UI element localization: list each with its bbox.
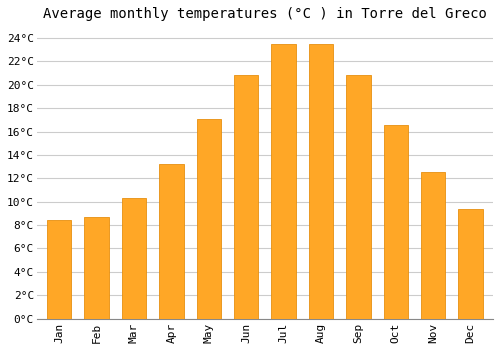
Bar <box>122 198 146 318</box>
Bar <box>346 75 370 318</box>
Bar <box>234 75 258 318</box>
Title: Average monthly temperatures (°C ) in Torre del Greco: Average monthly temperatures (°C ) in To… <box>43 7 487 21</box>
Bar <box>84 217 108 318</box>
Bar <box>421 173 446 318</box>
Bar <box>272 44 295 318</box>
Bar <box>309 44 333 318</box>
Bar <box>47 220 72 318</box>
Bar <box>384 125 408 318</box>
Bar <box>159 164 184 318</box>
Bar <box>458 209 483 318</box>
Bar <box>196 119 221 318</box>
